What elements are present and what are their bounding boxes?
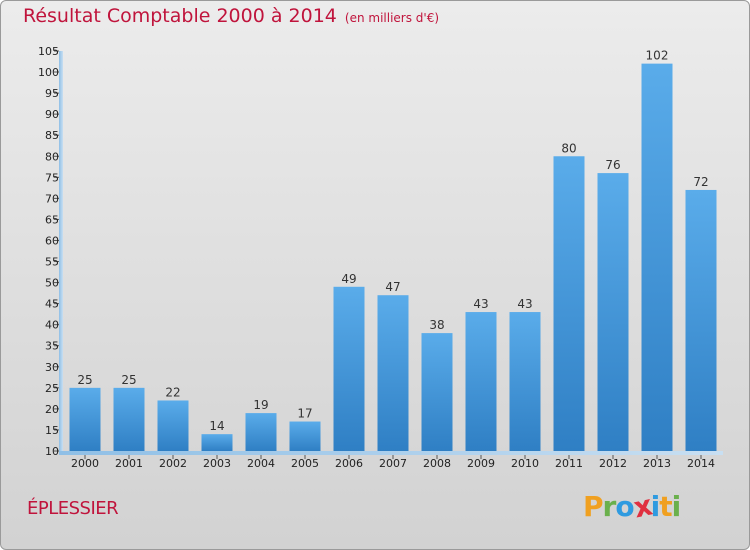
data-label-2006: 49 — [341, 272, 356, 286]
x-tick-label-2014: 2014 — [687, 457, 715, 470]
y-axis — [59, 51, 63, 451]
x-tick-label-2010: 2010 — [511, 457, 539, 470]
logo-letter: i — [650, 490, 661, 523]
data-label-2007: 47 — [385, 280, 400, 294]
bar-2001 — [113, 387, 145, 451]
data-label-2010: 43 — [517, 297, 532, 311]
y-tick-label: 95 — [45, 87, 59, 100]
x-tick-label-2011: 2011 — [555, 457, 583, 470]
proxiti-logo: Proxiti — [583, 489, 682, 525]
y-tick-label: 35 — [45, 340, 59, 353]
x-tick-label-2006: 2006 — [335, 457, 363, 470]
y-tick-label: 65 — [45, 213, 59, 226]
data-label-2014: 72 — [693, 175, 708, 189]
x-tick-label-2013: 2013 — [643, 457, 671, 470]
data-label-2005: 17 — [297, 407, 312, 421]
data-label-2001: 25 — [121, 373, 136, 387]
bar-2009 — [465, 312, 497, 451]
x-tick-label-2009: 2009 — [467, 457, 495, 470]
y-tick-label: 105 — [38, 45, 59, 58]
bar-2008 — [421, 333, 453, 451]
bar-2002 — [157, 400, 189, 451]
x-tick-label-2004: 2004 — [247, 457, 275, 470]
logo-letter: P — [583, 490, 604, 523]
bar-2014 — [685, 189, 717, 451]
chart-subtitle: (en milliers d'€) — [344, 11, 440, 25]
data-label-2004: 19 — [253, 398, 268, 412]
x-tick-label-2001: 2001 — [115, 457, 143, 470]
y-tick-label: 25 — [45, 382, 59, 395]
data-label-2002: 22 — [165, 385, 180, 399]
x-tick-label-2000: 2000 — [71, 457, 99, 470]
y-tick-label: 55 — [45, 256, 59, 269]
logo-letter: t — [659, 490, 672, 523]
y-tick-label: 50 — [45, 277, 59, 290]
bar-2012 — [597, 173, 629, 451]
chart-title-text: Résultat Comptable 2000 à 2014 — [23, 5, 337, 27]
data-label-2003: 14 — [209, 419, 224, 433]
x-tick-label-2012: 2012 — [599, 457, 627, 470]
data-label-2011: 80 — [561, 141, 576, 155]
bar-2013 — [641, 63, 673, 451]
y-tick-label: 90 — [45, 108, 59, 121]
logo-letter: o — [615, 490, 634, 523]
y-tick-label: 20 — [45, 403, 59, 416]
bar-2010 — [509, 312, 541, 451]
x-axis — [59, 451, 723, 455]
bar-2004 — [245, 413, 277, 451]
y-tick-label: 30 — [45, 361, 59, 374]
y-tick-label: 15 — [45, 424, 59, 437]
data-label-2012: 76 — [605, 158, 620, 172]
x-tick-label-2008: 2008 — [423, 457, 451, 470]
y-tick-label: 75 — [45, 171, 59, 184]
bar-2003 — [201, 434, 233, 451]
x-tick-label-2005: 2005 — [291, 457, 319, 470]
bar-2000 — [69, 387, 101, 451]
chart-title: Résultat Comptable 2000 à 2014 (en millie… — [23, 5, 439, 27]
logo-letter: i — [671, 490, 682, 523]
bar-2005 — [289, 421, 321, 451]
y-tick-label: 60 — [45, 234, 59, 247]
logo-letter: r — [602, 490, 617, 523]
y-tick-label: 40 — [45, 319, 59, 332]
bar-2011 — [553, 156, 585, 451]
y-tick-label: 85 — [45, 129, 59, 142]
x-tick-label-2003: 2003 — [203, 457, 231, 470]
data-label-2000: 25 — [77, 373, 92, 387]
y-tick-label: 70 — [45, 192, 59, 205]
commune-name: ÉPLESSIER — [27, 498, 119, 519]
x-tick-label-2007: 2007 — [379, 457, 407, 470]
y-tick-label: 80 — [45, 150, 59, 163]
y-tick-label: 45 — [45, 298, 59, 311]
data-label-2008: 38 — [429, 318, 444, 332]
y-tick-label: 100 — [38, 66, 59, 79]
x-tick-label-2002: 2002 — [159, 457, 187, 470]
data-label-2009: 43 — [473, 297, 488, 311]
bar-2006 — [333, 286, 365, 451]
bar-2007 — [377, 295, 409, 451]
y-tick-label: 10 — [45, 445, 59, 458]
data-label-2013: 102 — [646, 49, 669, 63]
